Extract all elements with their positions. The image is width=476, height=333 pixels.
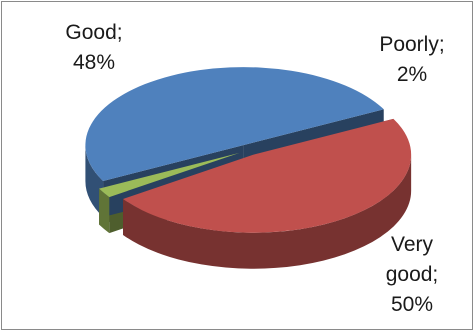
- data-label-good: Good; 48%: [65, 21, 123, 74]
- pie-chart: [85, 67, 412, 269]
- pie-slice-poorly: [99, 152, 240, 198]
- pie-side-good: [123, 154, 412, 269]
- pie-slice-very-good: [85, 67, 384, 181]
- pie-slice-good: [123, 118, 412, 233]
- pie-side-very-good: [85, 145, 104, 217]
- data-label-poorly: Poorly; 2%: [379, 33, 445, 86]
- data-label-very-good: Very good; 50%: [385, 233, 439, 316]
- pie-side-poorly: [99, 188, 110, 234]
- chart-frame: Good; 48% Poorly; 2% Very good; 50%: [1, 1, 473, 330]
- pie-tops: [85, 67, 412, 233]
